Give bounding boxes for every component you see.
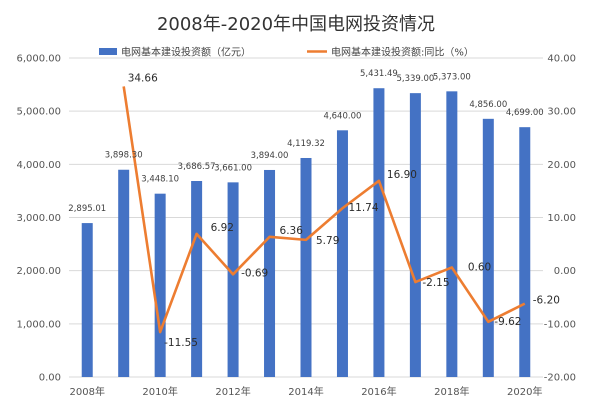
line-series: [122, 86, 526, 334]
line-value-label: 16.90: [387, 169, 417, 181]
chart-title: 2008年-2020年中国电网投资情况: [157, 14, 435, 35]
line-value-label: 34.66: [128, 72, 158, 84]
yoy-line: [122, 86, 526, 334]
data-labels: 2,895.01 3,898.30 3,448.10 3,686.573,661.00…: [68, 69, 560, 349]
bar: [154, 193, 166, 377]
y-left-tick-label: 0.00: [39, 373, 61, 384]
legend: 电网基本建设投资额（亿元） 电网基本建设投资额:同比（%）: [99, 46, 474, 59]
bar: [264, 169, 276, 377]
line-value-label: -11.55: [164, 337, 198, 349]
line-value-label: 11.74: [348, 202, 378, 214]
bar: [191, 180, 203, 377]
bar-value-label: 4,119.32: [287, 139, 325, 149]
x-tick-label: 2016年: [361, 385, 396, 398]
bar: [227, 182, 239, 377]
line-value-label: -0.69: [241, 267, 268, 279]
y-right-tick-label: 40.00: [547, 54, 576, 65]
y-right-tick-label: 0.00: [554, 266, 576, 277]
bar-value-label: 5,339.00: [396, 74, 434, 84]
bar-value-label: 4,699.00: [506, 108, 544, 118]
bar: [409, 93, 421, 378]
bar-value-label: 3,894.00: [251, 151, 289, 161]
y-right-tick-label: -10.00: [544, 319, 576, 330]
bar: [336, 130, 348, 377]
line-value-label: -2.15: [422, 277, 449, 289]
y-right-tick-label: 30.00: [547, 107, 576, 118]
y-left-tick-label: 4,000.00: [16, 160, 61, 171]
bar: [446, 91, 458, 377]
y-left-tick-label: 2,000.00: [16, 266, 61, 277]
x-tick-label: 2020年: [507, 385, 542, 398]
bar-value-label: 5,373.00: [433, 72, 471, 82]
y-left-tick-label: 3,000.00: [16, 213, 61, 224]
bar-value-label: 3,686.57: [178, 162, 216, 172]
bar-value-label: 4,856.00: [469, 100, 507, 110]
y-right-tick-label: 10.00: [547, 213, 576, 224]
line-value-label: -6.20: [533, 295, 560, 307]
y-left-tick-label: 1,000.00: [16, 319, 61, 330]
legend-swatch-bar: [99, 48, 117, 55]
bar: [118, 169, 130, 377]
bar: [482, 118, 494, 378]
legend-label-line: 电网基本建设投资额:同比（%）: [331, 46, 474, 59]
legend-label-bar: 电网基本建设投资额（亿元）: [121, 46, 251, 59]
bar-value-label: 5,431.49: [360, 69, 398, 79]
y-left-tick-label: 6,000.00: [16, 54, 61, 65]
x-tick-label: 2008年: [70, 385, 105, 398]
line-value-label: 6.92: [211, 222, 234, 234]
line-value-label: 5.79: [316, 235, 339, 247]
y-right-tick-label: 20.00: [547, 160, 576, 171]
x-tick-label: 2012年: [215, 385, 250, 398]
bar: [373, 88, 385, 378]
line-value-label: 6.36: [280, 225, 304, 237]
line-value-label: -9.62: [494, 316, 521, 328]
bar: [300, 157, 312, 377]
bar: [519, 127, 531, 377]
bar-value-label: 4,640.00: [324, 111, 362, 121]
bar-value-label: 3,898.30: [105, 151, 143, 161]
line-value-label: 0.60: [468, 261, 491, 273]
y-right-tick-label: -20.00: [544, 373, 576, 384]
bar-value-label: 3,448.10: [141, 175, 179, 185]
x-tick-label: 2010年: [142, 385, 177, 398]
bar: [81, 223, 93, 377]
y-left-tick-label: 5,000.00: [16, 107, 61, 118]
x-tick-label: 2014年: [288, 385, 323, 398]
bar-series: [81, 88, 531, 378]
x-tick-label: 2018年: [434, 385, 469, 398]
bar-value-label: 2,895.01: [68, 204, 106, 214]
axes: 0.00 1,000.00 2,000.00 3,000.00 4,000.00 5,00…: [16, 54, 576, 399]
bar-value-label: 3,661.00: [214, 163, 252, 173]
